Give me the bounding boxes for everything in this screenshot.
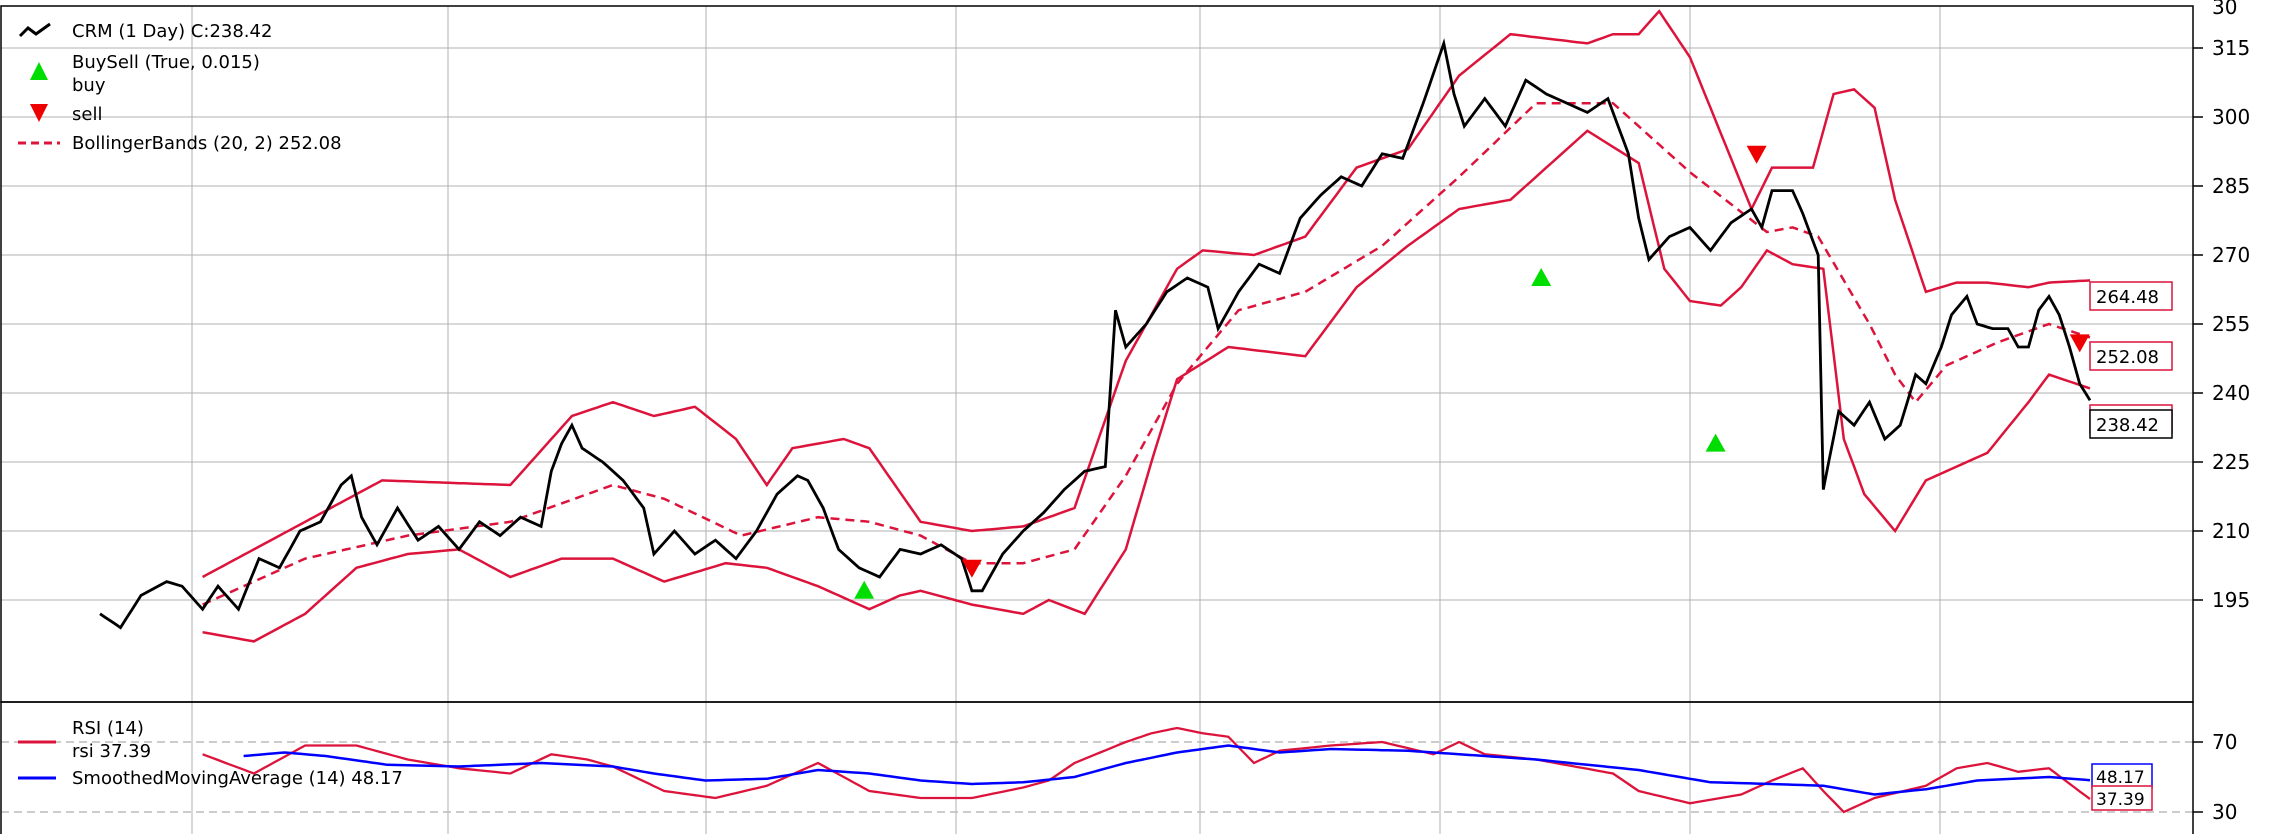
rsi-legend: RSI (14) rsi 37.39 SmoothedMovingAverage… xyxy=(18,718,403,789)
value-tags: 264.48 252.08 238.42 48.17 37.39 xyxy=(2089,281,2173,811)
bb-top-tag: 264.48 xyxy=(2096,287,2159,308)
bb-top-tag-box xyxy=(2089,281,2173,311)
buy-legend-icon xyxy=(30,62,48,80)
price-y-tick-label: 195 xyxy=(2212,588,2250,612)
rsi-panel xyxy=(202,726,2091,814)
sma-tag-box xyxy=(2091,763,2153,789)
sell-legend-icon xyxy=(30,104,48,122)
bollinger-legend-label: BollingerBands (20, 2) 252.08 xyxy=(72,133,342,154)
close-tag-box xyxy=(2089,409,2173,439)
sell-signal-marker xyxy=(1746,145,1767,164)
price-y-tick-label: 225 xyxy=(2212,450,2250,474)
price-y-tick-label: 315 xyxy=(2212,36,2250,60)
price-line xyxy=(99,38,2092,630)
buy-legend-label: buy xyxy=(72,75,106,96)
price-y-tick-label: 210 xyxy=(2212,519,2250,543)
bb-mid-tag-box xyxy=(2089,341,2173,371)
price-panel xyxy=(99,9,2092,643)
buy-signal-marker xyxy=(1531,268,1552,286)
price-y-tick-label: 300 xyxy=(2212,105,2250,129)
bollinger-bottom-line xyxy=(202,129,2091,643)
bollinger-mid-line xyxy=(202,101,2091,606)
rsi-y-tick-label: 30 xyxy=(2212,800,2237,824)
rsi-y-tick-label: 70 xyxy=(2212,730,2237,754)
rsi-tag: 37.39 xyxy=(2096,790,2145,810)
rsi-y-axis: 30 70 xyxy=(2193,730,2237,824)
sell-signal-marker xyxy=(2069,334,2090,353)
rsi-line xyxy=(202,726,2091,814)
price-y-tick-label: 30 xyxy=(2212,0,2237,19)
price-legend-line-icon xyxy=(18,22,51,38)
sma-legend-label: SmoothedMovingAverage (14) 48.17 xyxy=(72,768,403,789)
rsi-legend-value: rsi 37.39 xyxy=(72,741,151,762)
price-y-tick-label: 255 xyxy=(2212,312,2250,336)
price-y-tick-label: 270 xyxy=(2212,243,2250,267)
price-legend-label: CRM (1 Day) C:238.42 xyxy=(72,21,272,42)
buy-signal-marker xyxy=(1705,433,1726,452)
price-y-tick-label: 240 xyxy=(2212,381,2250,405)
buy-signal-marker xyxy=(854,580,875,599)
sma-line xyxy=(243,744,2091,796)
sell-signal-marker xyxy=(961,559,982,578)
rsi-legend-title: RSI (14) xyxy=(72,718,144,739)
rsi-tag-box xyxy=(2091,785,2153,811)
close-tag: 238.42 xyxy=(2096,415,2159,436)
rsi-grid xyxy=(1,702,2193,834)
bb-mid-tag: 252.08 xyxy=(2096,347,2159,368)
sma-tag: 48.17 xyxy=(2096,768,2145,788)
rsi-panel-frame xyxy=(0,701,2194,834)
sell-legend-label: sell xyxy=(72,104,102,125)
buysell-legend-label: BuySell (True, 0.015) xyxy=(72,52,260,73)
price-y-tick-label: 285 xyxy=(2212,174,2250,198)
price-legend: CRM (1 Day) C:238.42 BuySell (True, 0.01… xyxy=(18,21,342,154)
price-y-axis: 195 210 225 240 255 270 285 300 315 30 xyxy=(2193,0,2250,612)
